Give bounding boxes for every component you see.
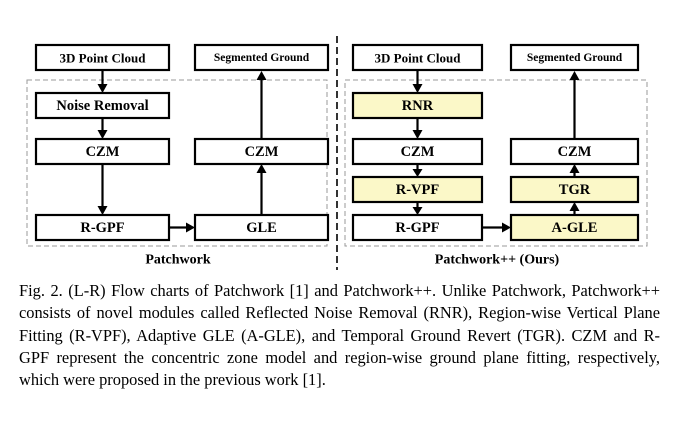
pw-output-label: Segmented Ground — [214, 52, 310, 64]
pp-czm-left-label: CZM — [401, 144, 435, 160]
figure-caption: Fig. 2. (L-R) Flow charts of Patchwork [… — [19, 280, 660, 391]
pw-rgpf-label: R-GPF — [80, 220, 124, 236]
pp-arrowhead — [413, 130, 423, 139]
caption-text: (L-R) Flow charts of Patchwork [1] and P… — [19, 281, 660, 389]
pw-arrowhead — [98, 84, 108, 93]
pw-arrowhead — [98, 130, 108, 139]
pp-arrowhead — [502, 223, 511, 233]
pp-tgr-label: TGR — [559, 182, 591, 198]
pp-arrowhead — [570, 202, 580, 211]
flowchart-figure: 3D Point Cloud Segmented Ground Noise Re… — [0, 0, 678, 280]
pw-gle-label: GLE — [246, 220, 277, 236]
pw-chart-title: Patchwork — [145, 253, 211, 268]
pp-chart-title: Patchwork++ (Ours) — [435, 253, 560, 268]
pw-arrowhead — [98, 206, 108, 215]
patchworkpp-chart: 3D Point Cloud Segmented Ground RNR CZM … — [353, 45, 638, 268]
pp-input-label: 3D Point Cloud — [375, 51, 462, 66]
pp-arrowhead — [413, 169, 423, 177]
patchwork-chart: 3D Point Cloud Segmented Ground Noise Re… — [36, 45, 328, 268]
pw-arrowhead — [186, 223, 195, 233]
pp-output-label: Segmented Ground — [527, 52, 623, 64]
pp-rgpf-label: R-GPF — [395, 220, 439, 236]
pw-czm-right-label: CZM — [245, 144, 279, 160]
pp-rvpf-label: R-VPF — [396, 182, 440, 198]
pp-czm-right-label: CZM — [558, 144, 592, 160]
pw-arrowhead — [257, 71, 267, 80]
pp-rnr-label: RNR — [402, 98, 434, 114]
caption-label: Fig. 2. — [19, 281, 63, 300]
pw-czm-left-label: CZM — [86, 144, 120, 160]
pp-arrowhead — [570, 164, 580, 173]
pp-arrowhead — [413, 207, 423, 215]
pw-arrowhead — [257, 164, 267, 173]
pw-noise-removal-label: Noise Removal — [56, 98, 148, 114]
pp-arrowhead — [570, 71, 580, 80]
pp-agle-label: A-GLE — [552, 220, 598, 236]
pp-arrowhead — [413, 84, 423, 93]
pw-input-label: 3D Point Cloud — [60, 51, 147, 66]
